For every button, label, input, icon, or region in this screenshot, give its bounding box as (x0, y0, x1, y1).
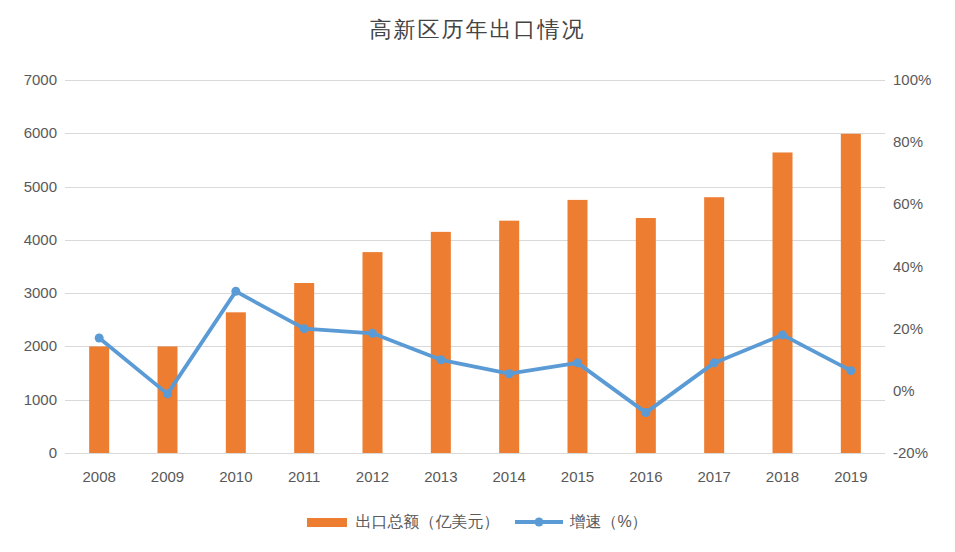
legend-bar-label: 出口总额（亿美元） (355, 512, 499, 533)
bar-2017 (704, 197, 724, 453)
growth-line (99, 291, 851, 412)
bar-2013 (431, 232, 451, 453)
data-point-marker-2010 (231, 287, 240, 296)
x-axis-tick-label: 2015 (561, 468, 594, 486)
x-axis-tick-label: 2010 (219, 468, 252, 486)
bar-2009 (158, 346, 178, 453)
data-point-marker-2008 (95, 333, 104, 342)
data-point-marker-2016 (641, 408, 650, 417)
bar-2018 (773, 152, 793, 453)
x-axis-tick-label: 2018 (766, 468, 799, 486)
right-axis-tick-label: 0% (893, 382, 915, 400)
x-axis-tick-label: 2008 (82, 468, 115, 486)
plot-area (0, 0, 955, 552)
bar-2019 (841, 134, 861, 453)
chart-container: 高新区历年出口情况 70006000500040003000200010000 … (0, 0, 955, 552)
left-axis-tick-label: 5000 (3, 178, 57, 196)
legend-line-label: 增速（%） (569, 512, 647, 533)
left-axis-tick-label: 1000 (3, 391, 57, 409)
left-axis-tick-label: 6000 (3, 124, 57, 142)
bar-2014 (499, 221, 519, 453)
x-axis-tick-label: 2009 (151, 468, 184, 486)
x-axis-tick-label: 2012 (356, 468, 389, 486)
legend-bar-swatch-icon (307, 518, 347, 527)
bar-2016 (636, 218, 656, 453)
data-point-marker-2014 (505, 369, 514, 378)
x-axis-tick-label: 2011 (288, 468, 320, 486)
bar-2010 (226, 312, 246, 453)
data-point-marker-2012 (368, 329, 377, 338)
left-axis-tick-label: 2000 (3, 337, 57, 355)
data-point-marker-2011 (300, 324, 309, 333)
data-point-marker-2013 (436, 355, 445, 364)
x-axis-tick-label: 2013 (424, 468, 457, 486)
left-axis-tick-label: 4000 (3, 231, 57, 249)
x-axis-tick-label: 2014 (492, 468, 525, 486)
data-point-marker-2018 (778, 330, 787, 339)
left-axis-tick-label: 0 (3, 444, 57, 462)
data-point-marker-2017 (710, 358, 719, 367)
right-axis-tick-label: 20% (893, 320, 923, 338)
x-axis-tick-label: 2019 (834, 468, 867, 486)
bar-2012 (363, 252, 383, 453)
data-point-marker-2019 (846, 366, 855, 375)
left-axis-tick-label: 3000 (3, 284, 57, 302)
right-axis-tick-label: 60% (893, 195, 923, 213)
right-axis-tick-label: 40% (893, 258, 923, 276)
right-axis-tick-label: 80% (893, 133, 923, 151)
data-point-marker-2009 (163, 389, 172, 398)
right-axis-tick-label: -20% (893, 444, 928, 462)
bar-2011 (294, 283, 314, 453)
left-axis-tick-label: 7000 (3, 71, 57, 89)
legend-line-dot-icon (535, 518, 544, 527)
legend-line-marker-icon (515, 520, 563, 524)
legend: 出口总额（亿美元） 增速（%） (0, 511, 955, 533)
right-axis-tick-label: 100% (893, 71, 931, 89)
bar-2015 (568, 200, 588, 453)
x-axis-tick-label: 2016 (629, 468, 662, 486)
data-point-marker-2015 (573, 358, 582, 367)
x-axis-tick-label: 2017 (697, 468, 730, 486)
bar-2008 (89, 346, 109, 453)
